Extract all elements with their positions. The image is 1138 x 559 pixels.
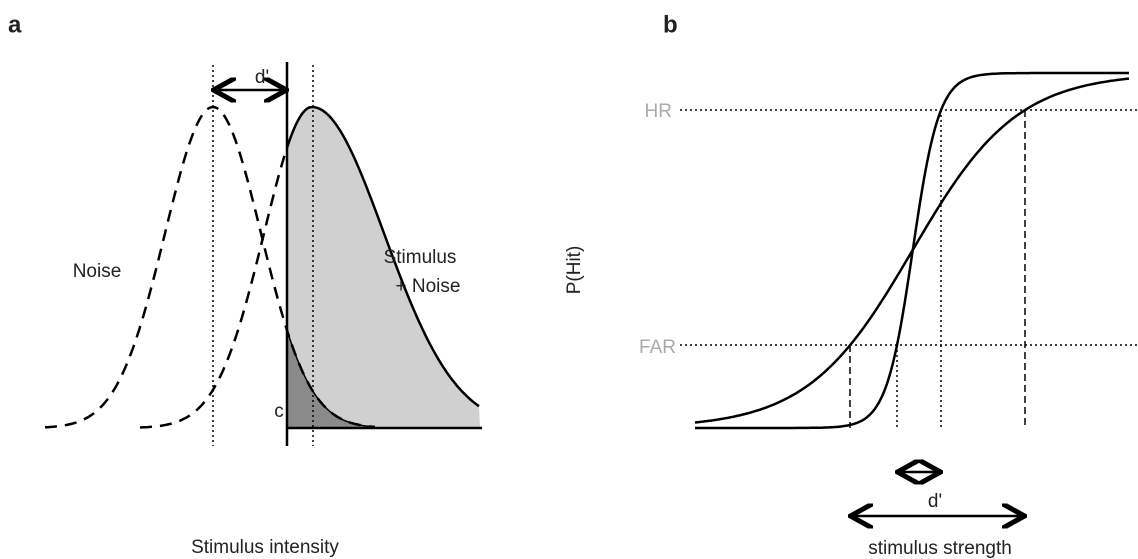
signal-curve — [285, 105, 480, 408]
criterion-label: c — [274, 401, 284, 422]
panel-label: a — [8, 11, 22, 38]
signal-label: Stimulus — [384, 247, 457, 268]
panel-a-shapes — [44, 62, 482, 446]
y-axis-label: P(Hit) — [564, 246, 585, 295]
panel-b-shapes — [680, 71, 1138, 516]
d-prime-label: d' — [928, 491, 942, 512]
d-prime-label: d' — [255, 67, 269, 88]
far-label: FAR — [639, 337, 676, 358]
panel-label: b — [663, 11, 678, 38]
steep-curve — [695, 71, 1129, 430]
x-axis-label: Stimulus intensity — [191, 537, 339, 558]
hr-label: HR — [645, 101, 672, 122]
signal-label: + Noise — [396, 276, 461, 297]
noise-tail-curve — [286, 329, 370, 428]
x-axis-label: stimulus strength — [868, 538, 1012, 559]
shallow-curve — [694, 77, 1130, 424]
noise-tail-area — [287, 330, 370, 428]
noise-label: Noise — [73, 261, 122, 282]
signal-dashed-curve — [139, 150, 288, 429]
